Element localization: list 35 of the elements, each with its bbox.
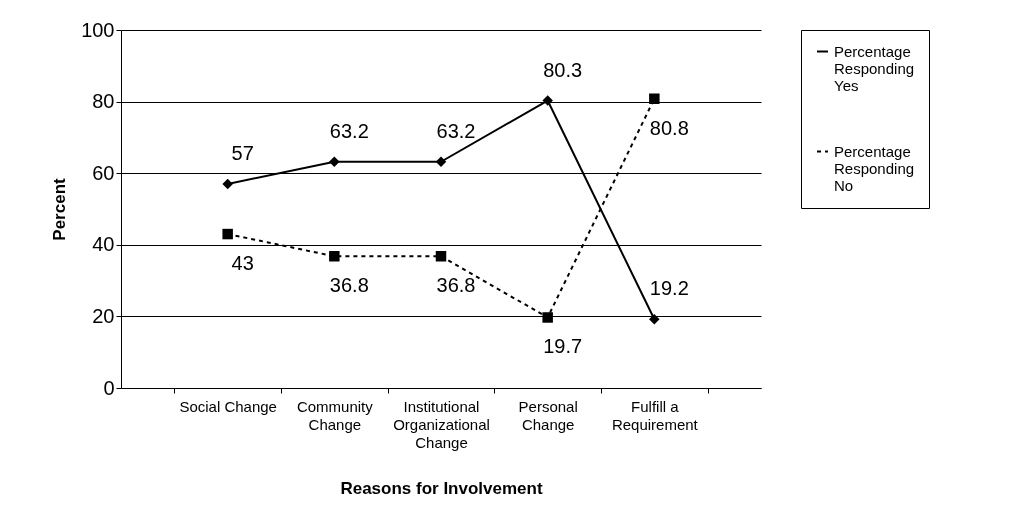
point [435, 156, 447, 167]
point [649, 314, 660, 325]
data-label: 80.3 [543, 58, 583, 81]
data-label: 19.2 [649, 277, 689, 300]
point [222, 228, 233, 240]
x-tick-label: Institutional Organizational Change [393, 397, 490, 451]
point [542, 95, 553, 106]
point [329, 251, 340, 262]
point [542, 312, 553, 323]
legend-label: Percentage Responding Yes [834, 42, 915, 94]
data-label: 57 [231, 141, 254, 164]
x-tick-label: Fulfill a Requirement [611, 397, 699, 433]
y-tick-label: 100 [81, 18, 115, 41]
data-label: 43 [231, 252, 254, 275]
y-tick-label: 60 [92, 161, 115, 184]
point [649, 93, 660, 104]
y-axis-title: Percent [50, 177, 70, 241]
data-label: 63.2 [329, 119, 369, 142]
legend-label: Percentage Responding No [834, 142, 915, 194]
x-tick-label: Personal Change [518, 397, 578, 433]
x-tick-label: Community Change [296, 397, 374, 433]
data-label: 36.8 [329, 274, 369, 297]
x-axis-title: Reasons for Involvement [340, 478, 543, 498]
x-tick-label: Social Change [179, 397, 277, 415]
data-label: 80.8 [649, 116, 689, 139]
y-tick-label: 20 [92, 304, 115, 327]
y-tick-label: 0 [103, 376, 115, 399]
y-tick-label: 40 [92, 233, 115, 256]
data-label: 36.8 [436, 274, 476, 297]
point [222, 178, 233, 190]
point [435, 251, 447, 262]
data-label: 19.7 [543, 335, 583, 358]
point [329, 156, 340, 167]
y-tick-label: 80 [92, 90, 115, 113]
data-label: 63.2 [436, 119, 476, 142]
